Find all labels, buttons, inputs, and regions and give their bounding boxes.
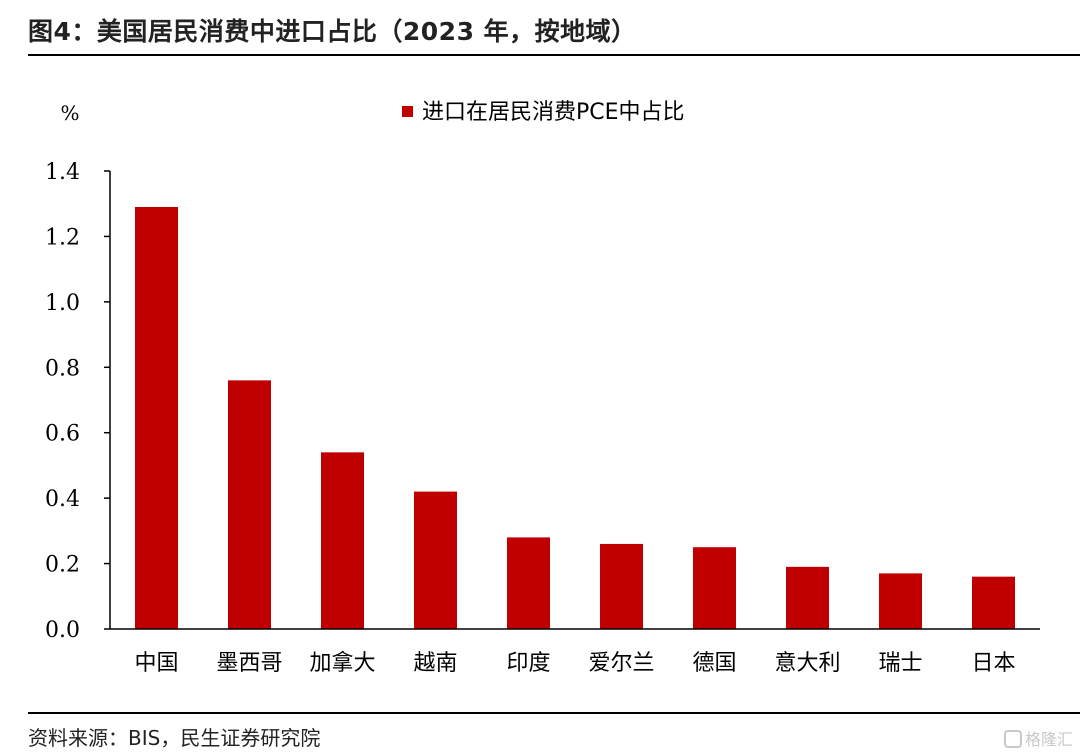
footer-rule — [28, 712, 1080, 714]
y-tick-label: 0.2 — [45, 553, 80, 578]
bar — [228, 380, 271, 629]
y-tick-label: 1.2 — [45, 225, 80, 250]
bar — [600, 543, 643, 629]
bar — [786, 566, 829, 629]
y-unit-label: % — [60, 101, 79, 125]
x-tick-label: 德国 — [692, 651, 736, 676]
watermark-logo-icon — [1004, 730, 1022, 748]
x-tick-label: 瑞士 — [878, 651, 922, 676]
figure-title: 图4：美国居民消费中进口占比（2023 年，按地域） — [28, 17, 637, 46]
y-tick-label: 0.4 — [45, 487, 80, 512]
watermark: 格隆汇 — [1004, 726, 1073, 750]
x-tick-label: 墨西哥 — [216, 651, 282, 676]
source-note: 资料来源：BIS，民生证券研究院 — [28, 726, 321, 750]
y-axis-ticks: 0.0 0.2 0.4 0.6 0.8 1.0 1.2 1.4 — [45, 160, 110, 643]
legend: 进口在居民消费PCE中占比 — [402, 100, 685, 125]
bar-chart: 进口在居民消费PCE中占比 % 0.0 0.2 0.4 0.6 0.8 1.0 1.2 1.4… — [45, 100, 1040, 676]
x-tick-label: 爱尔兰 — [588, 651, 654, 676]
y-tick-label: 0.6 — [45, 422, 80, 447]
y-tick-label: 0.0 — [45, 618, 80, 643]
bar — [507, 537, 550, 629]
x-tick-label: 中国 — [134, 651, 178, 676]
watermark-text: 格隆汇 — [1025, 730, 1074, 749]
legend-label: 进口在居民消费PCE中占比 — [422, 100, 685, 125]
x-tick-label: 意大利 — [774, 651, 840, 676]
y-tick-label: 1.4 — [45, 160, 80, 185]
bar — [135, 206, 178, 629]
x-tick-label: 越南 — [413, 651, 457, 676]
bar — [879, 573, 922, 629]
x-tick-label: 印度 — [506, 651, 550, 676]
y-tick-label: 1.0 — [45, 291, 80, 316]
x-tick-label: 日本 — [971, 651, 1015, 676]
x-tick-label: 加拿大 — [309, 650, 375, 676]
bar — [414, 491, 457, 629]
bar — [321, 452, 364, 629]
legend-swatch — [402, 106, 413, 117]
x-axis-labels: 中国 墨西哥 加拿大 越南 印度 爱尔兰 德国 意大利 瑞士 日本 — [134, 650, 1015, 676]
bars — [135, 206, 1015, 629]
title-rule — [28, 54, 1080, 56]
bar — [693, 547, 736, 629]
y-tick-label: 0.8 — [45, 356, 80, 381]
bar — [972, 576, 1015, 629]
